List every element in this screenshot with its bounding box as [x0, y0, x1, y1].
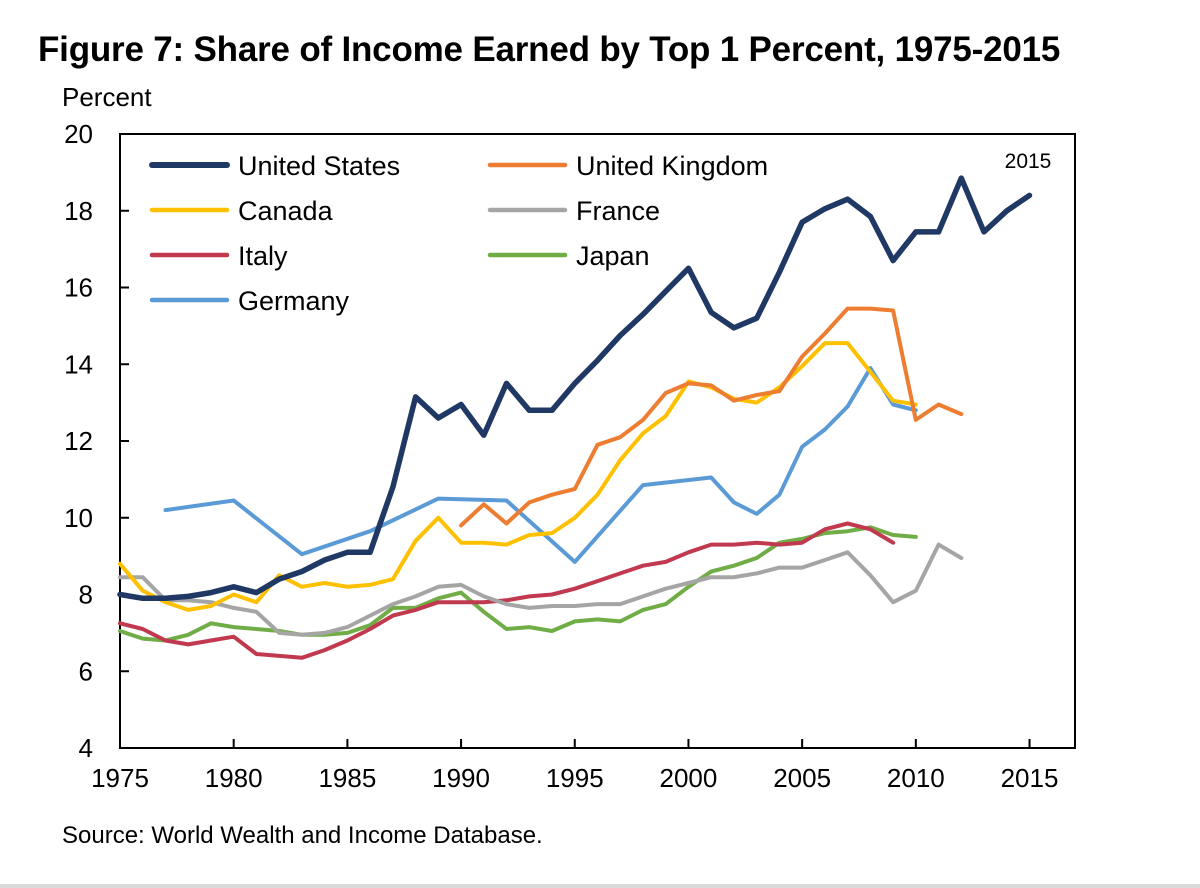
x-tick-label-1980: 1980 [205, 763, 263, 793]
legend-label-canada: Canada [238, 196, 334, 226]
annotation-2015: 2015 [1005, 150, 1052, 173]
series-line-united-states [117, 175, 1033, 602]
bottom-rule [0, 884, 1200, 888]
x-tick-label-2010: 2010 [887, 763, 945, 793]
series-line-italy [118, 521, 896, 660]
legend-label-united-states: United States [238, 151, 400, 181]
chart-title: Figure 7: Share of Income Earned by Top … [38, 30, 1061, 69]
legend-label-italy: Italy [238, 241, 288, 271]
x-tick-label-2015: 2015 [1001, 763, 1059, 793]
y-tick-label-10: 10 [64, 503, 93, 533]
y-tick-label-20: 20 [64, 119, 93, 149]
y-axis-label: Percent [62, 82, 152, 112]
legend-label-united-kingdom: United Kingdom [576, 151, 768, 181]
series-line-germany [163, 366, 918, 564]
y-tick-label-8: 8 [79, 580, 93, 610]
source-note: Source: World Wealth and Income Database… [62, 822, 543, 849]
x-tick-label-1995: 1995 [546, 763, 604, 793]
legend-label-france: France [576, 196, 660, 226]
x-tick-label-2000: 2000 [660, 763, 718, 793]
legend-label-japan: Japan [576, 241, 650, 271]
series-line-united-kingdom [459, 306, 964, 528]
y-tick-label-14: 14 [64, 349, 93, 379]
series-line-japan [118, 525, 918, 643]
series-line-canada [118, 341, 918, 612]
x-tick-label-2005: 2005 [773, 763, 831, 793]
plot-area: 4 6 8 10 12 14 16 18 20 1975 1980 1985 1990 1995 2000 2… [64, 119, 1076, 793]
x-tick-label-1985: 1985 [318, 763, 376, 793]
legend-label-germany: Germany [238, 286, 350, 316]
x-tick-label-1990: 1990 [432, 763, 490, 793]
series-line-france [118, 542, 964, 637]
y-tick-label-18: 18 [64, 196, 93, 226]
x-tick-label-1975: 1975 [91, 763, 149, 793]
y-tick-label-4: 4 [79, 733, 93, 763]
y-tick-label-6: 6 [79, 656, 93, 686]
y-tick-label-12: 12 [64, 426, 93, 456]
y-tick-label-16: 16 [64, 273, 93, 303]
